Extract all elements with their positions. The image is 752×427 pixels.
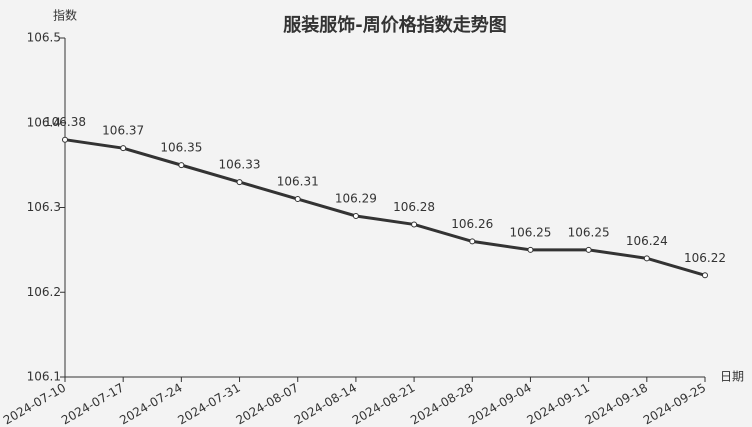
y-tick-label: 106.3: [27, 200, 61, 214]
point: [411, 221, 418, 228]
point: [294, 196, 301, 203]
data-label: 106.29: [335, 191, 377, 205]
data-label: 106.28: [393, 200, 435, 214]
point: [352, 212, 359, 219]
data-label: 106.22: [684, 251, 726, 265]
data-label: 106.35: [160, 141, 202, 155]
point: [178, 162, 185, 169]
y-axis-label: 指数: [53, 8, 77, 23]
point: [585, 246, 592, 253]
point: [236, 179, 243, 186]
data-label: 106.24: [626, 234, 668, 248]
point: [469, 238, 476, 245]
point: [62, 136, 68, 143]
data-label: 106.25: [568, 225, 610, 239]
y-tick-label: 106.1: [27, 370, 61, 384]
data-label: 106.37: [102, 124, 144, 138]
point: [702, 272, 708, 279]
point: [527, 246, 534, 253]
y-tick-label: 106.4: [27, 115, 61, 129]
data-label: 106.31: [277, 175, 319, 189]
data-label: 106.25: [509, 225, 551, 239]
point: [120, 145, 127, 152]
data-label: 106.33: [219, 158, 261, 172]
data-label: 106.26: [451, 217, 493, 231]
data-label: 106.38: [44, 115, 86, 129]
y-tick-label: 106.2: [27, 285, 61, 299]
y-tick-label: 106.5: [27, 31, 61, 45]
point: [643, 255, 650, 262]
chart-title: 服装服饰-周价格指数走势图: [283, 14, 506, 36]
x-axis-label: 日期: [720, 370, 744, 384]
line: [64, 138, 706, 277]
